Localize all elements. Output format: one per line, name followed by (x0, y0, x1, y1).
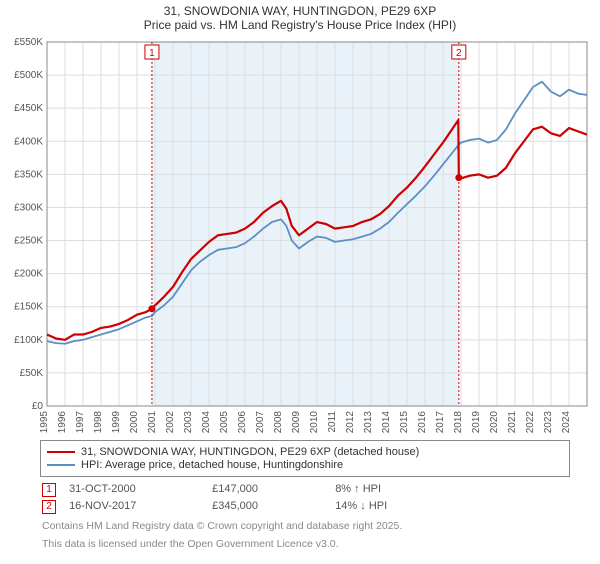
sale-marker-icon: 1 (42, 483, 56, 497)
svg-text:£200K: £200K (14, 269, 43, 280)
svg-text:2017: 2017 (435, 411, 446, 434)
svg-text:2007: 2007 (255, 411, 266, 434)
sale-price: £345,000 (212, 500, 332, 512)
svg-text:2018: 2018 (453, 411, 464, 434)
legend-swatch (47, 451, 75, 453)
legend-label: HPI: Average price, detached house, Hunt… (81, 459, 343, 471)
chart-area: £0 £50K £100K £150K £200K £250K £300K £350K £400… (5, 36, 595, 436)
svg-text:£150K: £150K (14, 302, 43, 313)
svg-text:£250K: £250K (14, 236, 43, 247)
sale-note: 14% ↓ HPI (335, 500, 387, 512)
svg-text:1999: 1999 (111, 411, 122, 434)
svg-text:1998: 1998 (93, 411, 104, 434)
footer-licence: This data is licensed under the Open Gov… (42, 538, 600, 550)
chart-title-line2: Price paid vs. HM Land Registry's House … (0, 18, 600, 32)
svg-text:2008: 2008 (273, 411, 284, 434)
svg-text:2024: 2024 (561, 411, 572, 434)
sale-price: £147,000 (212, 483, 332, 495)
svg-text:1996: 1996 (57, 411, 68, 434)
svg-text:2013: 2013 (363, 411, 374, 434)
svg-text:2011: 2011 (327, 411, 338, 433)
svg-text:1997: 1997 (75, 411, 86, 434)
sales-table: 1 31-OCT-2000 £147,000 8% ↑ HPI 2 16-NOV… (42, 483, 600, 514)
legend: 31, SNOWDONIA WAY, HUNTINGDON, PE29 6XP … (40, 440, 570, 477)
svg-text:2015: 2015 (399, 411, 410, 434)
svg-text:2014: 2014 (381, 411, 392, 434)
svg-text:2016: 2016 (417, 411, 428, 434)
svg-text:2006: 2006 (237, 411, 248, 434)
legend-swatch (47, 464, 75, 466)
svg-text:£100K: £100K (14, 335, 43, 346)
svg-text:2005: 2005 (219, 411, 230, 434)
svg-text:£400K: £400K (14, 136, 43, 147)
sale-date: 16-NOV-2017 (69, 500, 209, 512)
svg-text:2009: 2009 (291, 411, 302, 434)
svg-text:£550K: £550K (14, 37, 43, 48)
chart-title-line1: 31, SNOWDONIA WAY, HUNTINGDON, PE29 6XP (0, 4, 600, 18)
svg-text:£0: £0 (32, 401, 44, 412)
svg-text:2021: 2021 (507, 411, 518, 434)
svg-text:£450K: £450K (14, 103, 43, 114)
svg-text:1995: 1995 (39, 411, 50, 434)
svg-text:2002: 2002 (165, 411, 176, 434)
sale-date: 31-OCT-2000 (69, 483, 209, 495)
legend-item: HPI: Average price, detached house, Hunt… (47, 459, 563, 471)
sale-row: 1 31-OCT-2000 £147,000 8% ↑ HPI (42, 483, 600, 497)
svg-text:2004: 2004 (201, 411, 212, 434)
sale-note: 8% ↑ HPI (335, 483, 381, 495)
svg-text:2001: 2001 (147, 411, 158, 434)
footer-copyright: Contains HM Land Registry data © Crown c… (42, 520, 600, 532)
sale-marker-icon: 2 (42, 500, 56, 514)
svg-text:1: 1 (149, 48, 155, 59)
svg-text:2000: 2000 (129, 411, 140, 434)
svg-text:2010: 2010 (309, 411, 320, 434)
svg-text:£500K: £500K (14, 70, 43, 81)
line-chart-svg: £0 £50K £100K £150K £200K £250K £300K £350K £400… (5, 36, 595, 436)
svg-text:2022: 2022 (525, 411, 536, 434)
svg-text:£350K: £350K (14, 169, 43, 180)
svg-text:£50K: £50K (20, 368, 44, 379)
svg-text:£300K: £300K (14, 202, 43, 213)
svg-text:2012: 2012 (345, 411, 356, 434)
sale-row: 2 16-NOV-2017 £345,000 14% ↓ HPI (42, 500, 600, 514)
svg-text:2020: 2020 (489, 411, 500, 434)
legend-item: 31, SNOWDONIA WAY, HUNTINGDON, PE29 6XP … (47, 446, 563, 458)
legend-label: 31, SNOWDONIA WAY, HUNTINGDON, PE29 6XP … (81, 446, 419, 458)
svg-text:2003: 2003 (183, 411, 194, 434)
svg-text:2019: 2019 (471, 411, 482, 434)
svg-text:2: 2 (456, 48, 462, 59)
svg-text:2023: 2023 (543, 411, 554, 434)
